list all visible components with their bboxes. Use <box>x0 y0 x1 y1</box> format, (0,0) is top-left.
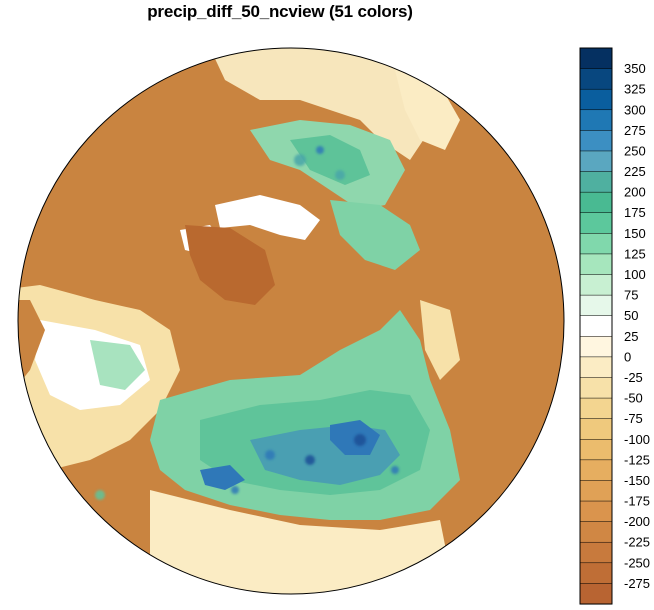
colorbar-swatch <box>579 150 613 173</box>
colorbar-tick-label: 250 <box>624 143 646 158</box>
colorbar-swatch <box>579 541 613 564</box>
colorbar-swatch <box>579 459 613 481</box>
landmass-east-green <box>330 200 420 270</box>
colorbar-swatch <box>579 480 613 502</box>
arctic-islands <box>215 195 320 240</box>
colorbar-tick-label: -175 <box>624 494 650 509</box>
colorbar-swatch <box>579 88 613 111</box>
map-title: precip_diff_50_ncview (51 colors) <box>147 2 413 21</box>
landmass-south-light <box>150 490 450 594</box>
landmass-north-green-2 <box>290 135 370 185</box>
colorbar-swatch <box>579 294 613 317</box>
colorbar-swatch <box>579 521 613 543</box>
colorbar-tick-label: 225 <box>624 164 646 179</box>
colorbar-tick-label: 200 <box>624 185 646 200</box>
colorbar-tick-label: 75 <box>624 288 638 303</box>
colorbar-swatch <box>579 377 613 399</box>
landmass-asia-darkblue-2 <box>200 465 245 490</box>
colorbar-swatch <box>579 47 613 70</box>
colorbar-swatch <box>579 274 613 296</box>
colorbar-tick-label: 50 <box>624 308 638 323</box>
colorbar-tick-label: -250 <box>624 555 650 570</box>
greenland <box>185 225 275 305</box>
colorbar-swatch <box>579 109 613 131</box>
colorbar-tick-label: -125 <box>624 452 650 467</box>
landmass-south-light-2 <box>420 300 460 380</box>
colorbar-tick-label: 150 <box>624 226 646 241</box>
colorbar-swatch <box>579 130 613 152</box>
colorbar-swatch <box>579 315 613 337</box>
colorbar-swatch <box>579 253 613 276</box>
landmass-west-green <box>90 340 145 390</box>
colorbar-tick-label: -275 <box>624 576 650 591</box>
colorbar-swatch <box>579 191 613 214</box>
colorbar-tick-label: -75 <box>624 411 643 426</box>
landmass-east-light <box>395 70 460 150</box>
colorbar-tick-label: -50 <box>624 391 643 406</box>
colorbar-swatch <box>579 562 613 584</box>
map-border <box>17 47 565 595</box>
colorbar-tick-label: 350 <box>624 61 646 76</box>
colorbar-swatch <box>579 397 613 420</box>
colorbar-tick-label: -150 <box>624 473 650 488</box>
colorbar-tick-label: 300 <box>624 102 646 117</box>
colorbar-tick-label: 100 <box>624 267 646 282</box>
colorbar-tick-label: -100 <box>624 432 650 447</box>
colorbar-swatch <box>579 500 613 523</box>
colorbar-tick-label: -200 <box>624 514 650 529</box>
colorbar-swatch <box>579 68 613 90</box>
colorbar-tick-label: -25 <box>624 370 643 385</box>
colorbar-tick-label: -225 <box>624 535 650 550</box>
colorbar-tick-label: 325 <box>624 82 646 97</box>
colorbar-tick-label: 125 <box>624 246 646 261</box>
landmass-north-light <box>210 48 430 160</box>
colorbar-frame <box>579 47 613 605</box>
colorbar-tick-label: 25 <box>624 329 638 344</box>
colorbar-tick-label: 275 <box>624 123 646 138</box>
colorbar-swatch <box>579 439 613 461</box>
colorbar-swatch <box>579 583 613 605</box>
colorbar-tick-label: 175 <box>624 205 646 220</box>
colorbar-swatch <box>579 212 613 234</box>
west-sea <box>18 300 45 395</box>
colorbar-swatch <box>579 356 613 379</box>
colorbar-swatch <box>579 171 613 193</box>
colorbar-swatch <box>579 418 613 440</box>
colorbar-tick-label: 0 <box>624 349 631 364</box>
colorbar-swatch <box>579 233 613 255</box>
colorbar-swatch <box>579 336 613 358</box>
